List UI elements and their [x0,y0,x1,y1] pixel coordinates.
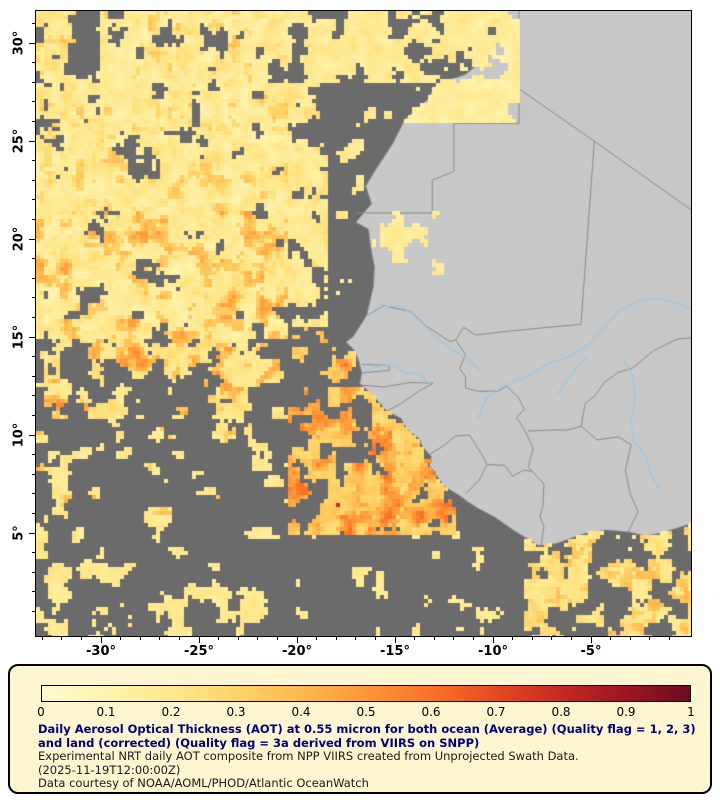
x-axis-minor-tick [551,637,553,640]
x-axis-minor-tick [178,637,180,640]
x-axis-minor-tick [610,637,612,640]
x-axis-minor-tick [61,637,63,640]
colorbar-tick-label: 0.2 [161,705,181,719]
x-axis-minor-tick [237,637,239,640]
y-axis-label: 5° [11,525,27,541]
x-axis-label: -15° [380,644,410,659]
y-axis-label: 30° [11,30,27,56]
x-axis-minor-tick [139,637,141,640]
caption-title: Daily Aerosol Optical Thickness (AOT) at… [38,722,696,750]
x-axis-minor-tick [120,637,122,640]
x-axis-minor-tick [41,637,43,640]
x-axis-minor-tick [531,637,533,640]
x-axis-minor-tick [80,637,82,640]
y-axis-label: 15° [11,324,27,350]
caption-block: Daily Aerosol Optical Thickness (AOT) at… [38,722,706,791]
x-axis-minor-tick [316,637,318,640]
x-axis-minor-tick [257,637,259,640]
colorbar-tick-label: 0.3 [226,705,246,719]
colorbar-tick-label: 0.6 [421,705,441,719]
x-axis-major-tick [296,637,298,643]
x-axis-label: -30° [86,644,116,659]
x-axis-minor-tick [374,637,376,640]
x-axis-minor-tick [472,637,474,640]
aot-map-canvas [36,11,691,636]
x-axis-label: -5° [580,644,602,659]
x-axis-minor-tick [355,637,357,640]
x-axis-label: -25° [184,644,214,659]
colorbar [41,685,691,702]
x-axis-minor-tick [512,637,514,640]
y-axis-label: 25° [11,128,27,154]
colorbar-tick-label: 0.1 [96,705,116,719]
x-axis-label: -20° [282,644,312,659]
colorbar-tick-label: 0.9 [616,705,636,719]
x-axis-minor-tick [335,637,337,640]
colorbar-tick-label: 0.7 [486,705,506,719]
x-axis-minor-tick [570,637,572,640]
x-axis-major-tick [590,637,592,643]
legend-panel: 0 0.1 0.2 0.3 0.4 0.5 0.6 0.7 0.8 0.9 1 Daily Aero… [8,664,712,794]
colorbar-ticks: 0 0.1 0.2 0.3 0.4 0.5 0.6 0.7 0.8 0.9 1 [37,705,695,719]
x-axis-minor-tick [433,637,435,640]
x-axis-minor-tick [453,637,455,640]
x-axis-major-tick [492,637,494,643]
caption-line-timestamp: (2025-11-19T12:00:00Z) [38,762,181,777]
y-axis-label: 20° [11,226,27,252]
x-axis-major-tick [100,637,102,643]
x-axis-minor-tick [629,637,631,640]
x-axis-major-tick [198,637,200,643]
colorbar-tick-label: 1 [687,705,695,719]
x-axis-label: -10° [478,644,508,659]
colorbar-tick-label: 0.5 [356,705,376,719]
x-axis-minor-tick [649,637,651,640]
map-plot-area [35,10,692,637]
colorbar-tick-label: 0.4 [291,705,311,719]
colorbar-tick-label: 0.8 [551,705,571,719]
y-axis-label: 10° [11,422,27,448]
x-axis-minor-tick [276,637,278,640]
caption-line-courtesy: Data courtesy of NOAA/AOML/PHOD/Atlantic… [38,776,369,790]
aot-map-figure: 30° 25° 20° 15° 10° 5° -30° -25° -20° -15° -10° -5… [11,10,692,659]
x-axis-minor-tick [159,637,161,640]
x-axis-minor-tick [414,637,416,640]
x-axis-major-tick [394,637,396,643]
x-axis-minor-tick [668,637,670,640]
caption-line-experimental: Experimental NRT daily AOT composite fro… [38,749,579,763]
colorbar-tick-label: 0 [37,705,45,719]
x-axis-minor-tick [218,637,220,640]
